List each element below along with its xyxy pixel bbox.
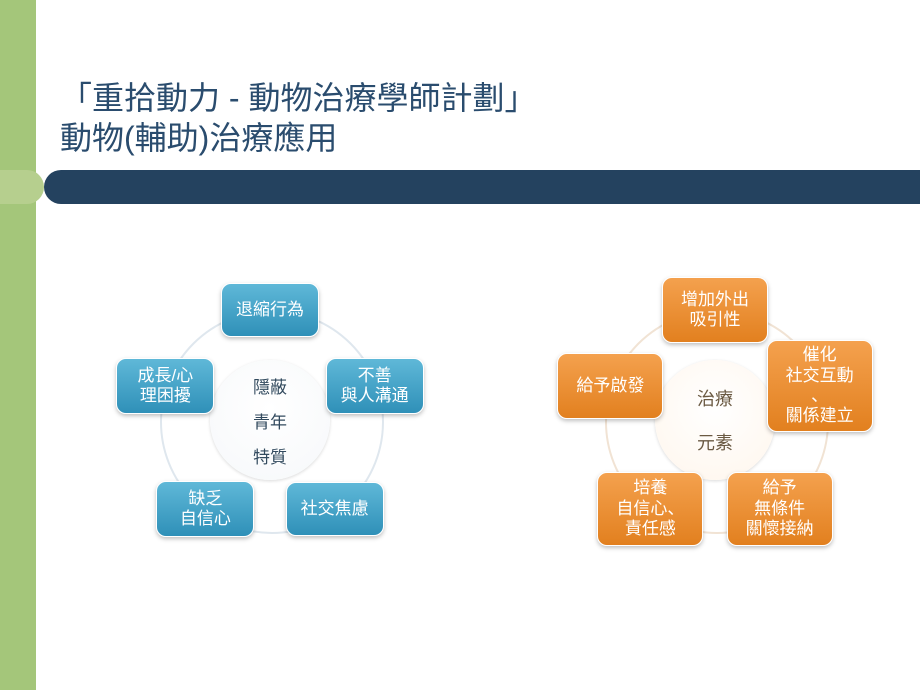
title-line-2: 動物(輔助)治療應用	[60, 118, 536, 158]
left-node-3: 缺乏 自信心	[156, 481, 254, 537]
slide: 「重拾動力 - 動物治療學師計劃」 動物(輔助)治療應用 隱蔽青年特質 退縮行為不…	[0, 0, 920, 690]
left-accent-stripe	[0, 0, 36, 690]
left-center-line: 特質	[253, 443, 287, 468]
right-node-label: 培養 自信心、 責任感	[616, 478, 684, 539]
left-node-1: 不善 與人溝通	[326, 358, 424, 414]
right-node-0: 增加外出 吸引性	[662, 277, 768, 343]
right-node-3: 培養 自信心、 責任感	[597, 472, 703, 546]
left-center: 隱蔽青年特質	[210, 360, 330, 480]
left-node-4: 成長/心 理困擾	[116, 358, 214, 414]
right-center-line: 元素	[697, 429, 733, 455]
left-node-label: 退縮行為	[236, 300, 304, 320]
right-node-2: 給予 無條件 關懷接納	[727, 472, 833, 546]
left-node-label: 不善 與人溝通	[341, 366, 409, 407]
title-underline-bar	[0, 170, 920, 204]
slide-title: 「重拾動力 - 動物治療學師計劃」 動物(輔助)治療應用	[60, 78, 536, 158]
left-center-line: 青年	[253, 408, 287, 433]
right-node-1: 催化 社交互動 、 關係建立	[767, 340, 873, 432]
left-center-line: 隱蔽	[253, 373, 287, 398]
right-center: 治療元素	[655, 360, 775, 480]
right-node-label: 增加外出 吸引性	[681, 290, 749, 331]
left-node-0: 退縮行為	[221, 283, 319, 337]
left-node-label: 成長/心 理困擾	[138, 366, 194, 407]
right-center-line: 治療	[697, 385, 733, 411]
left-node-2: 社交焦慮	[286, 482, 384, 536]
right-node-label: 催化 社交互動 、 關係建立	[786, 345, 854, 427]
left-node-label: 社交焦慮	[301, 499, 369, 519]
left-node-label: 缺乏 自信心	[180, 489, 231, 530]
right-node-4: 給予啟發	[557, 353, 663, 419]
right-node-label: 給予 無條件 關懷接納	[746, 478, 814, 539]
title-line-1: 「重拾動力 - 動物治療學師計劃」	[60, 78, 536, 118]
right-node-label: 給予啟發	[576, 376, 644, 396]
